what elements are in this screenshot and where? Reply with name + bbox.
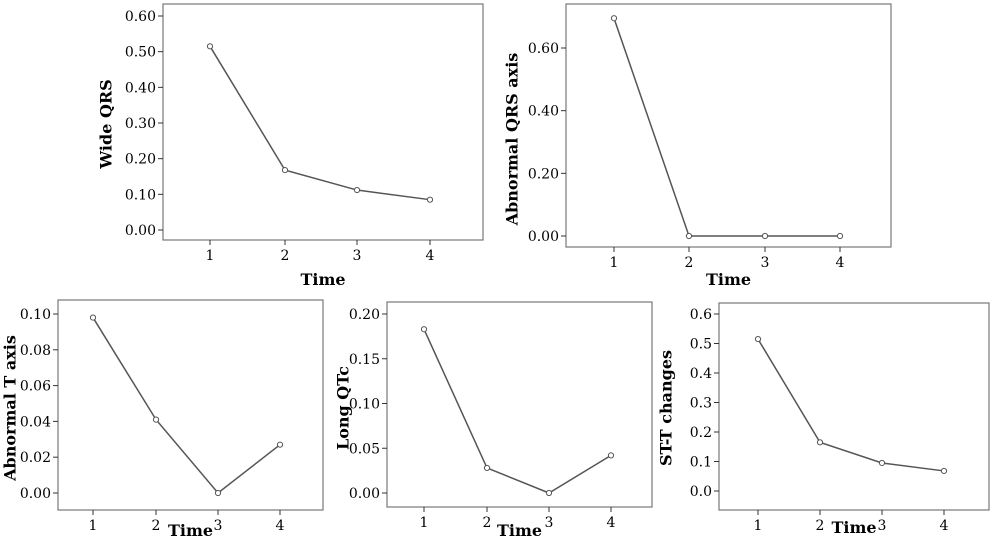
y-tick-label: 0.4 — [690, 366, 712, 382]
chart-panel-5: 0.0 0.1 0.2 0.3 0.4 0.5 0.6 1 2 3 4 Time ST-T change… — [657, 302, 990, 537]
x-tick-label: 2 — [816, 518, 825, 534]
x-tick-label: 1 — [610, 255, 619, 271]
data-point — [685, 232, 693, 240]
plot-frame — [386, 301, 653, 508]
data-point — [545, 489, 553, 497]
x-tick-label: 1 — [89, 518, 98, 534]
y-tick-label: 0.02 — [20, 450, 51, 466]
data-point — [610, 15, 618, 22]
data-point — [754, 335, 762, 343]
data-point — [940, 467, 948, 475]
x-tick-label: 1 — [206, 248, 215, 264]
data-point — [276, 441, 284, 448]
y-tick-label: 0.60 — [125, 9, 156, 25]
y-tick-label: 0.00 — [125, 223, 156, 239]
y-tick-label: 0.10 — [125, 187, 156, 203]
x-axis-title: Time — [831, 518, 876, 537]
x-tick-label: 2 — [685, 255, 694, 271]
y-tick-label: 0.10 — [20, 307, 51, 323]
y-tick-label: 0.20 — [349, 307, 380, 323]
x-tick-label: 3 — [761, 255, 770, 271]
x-axis-title: Time — [168, 521, 213, 540]
y-tick-label: 0.04 — [20, 414, 51, 430]
plot-frame — [718, 302, 990, 511]
series-line — [757, 338, 945, 472]
plot-frame — [565, 3, 892, 248]
y-axis-title: ST-T changes — [657, 350, 676, 466]
data-point — [878, 459, 886, 467]
data-point — [353, 186, 361, 194]
y-axis-title: Abnormal QRS axis — [503, 53, 522, 227]
x-tick-label: 2 — [483, 515, 492, 531]
y-tick-label: 0.60 — [528, 41, 559, 57]
y-tick-label: 0.6 — [690, 307, 712, 323]
y-tick-label: 0.30 — [125, 116, 156, 132]
x-tick-label: 2 — [281, 248, 290, 264]
plot-frame — [57, 299, 324, 511]
x-tick-label: 1 — [754, 518, 763, 534]
series-line — [613, 17, 840, 237]
data-point — [426, 196, 434, 203]
x-tick-label: 4 — [940, 518, 949, 534]
chart-panel-1: 0.00 0.10 0.20 0.30 0.40 0.50 0.60 1 2 3 4 Time Wide… — [97, 3, 484, 289]
y-axis-title: Wide QRS — [97, 79, 116, 170]
data-point — [214, 489, 222, 497]
chart-panel-4: 0.00 0.05 0.10 0.15 0.20 1 2 3 4 Time Long QTc — [334, 301, 653, 540]
y-tick-label: 0.00 — [20, 486, 51, 502]
data-point — [761, 232, 769, 240]
data-point — [281, 166, 289, 174]
y-tick-label: 0.1 — [690, 455, 712, 471]
x-tick-label: 4 — [276, 518, 285, 534]
y-tick-label: 0.20 — [125, 152, 156, 168]
data-point — [836, 232, 844, 240]
data-point — [607, 452, 615, 459]
y-tick-label: 0.05 — [349, 441, 380, 457]
y-tick-label: 0.20 — [528, 166, 559, 182]
chart-panel-2: 0.00 0.20 0.40 0.60 1 2 3 4 Time Abnormal QRS axi… — [503, 3, 892, 289]
x-axis-title: Time — [300, 270, 345, 289]
data-point — [206, 43, 214, 50]
data-point — [420, 326, 428, 333]
x-tick-label: 2 — [152, 518, 161, 534]
y-axis-title: Abnormal T axis — [1, 335, 20, 482]
x-tick-label: 3 — [214, 518, 223, 534]
y-tick-label: 0.2 — [690, 425, 712, 441]
plot-frame — [162, 3, 484, 241]
x-tick-label: 4 — [426, 248, 435, 264]
x-tick-label: 3 — [353, 248, 362, 264]
y-axis-title: Long QTc — [334, 366, 353, 450]
x-tick-label: 4 — [836, 255, 845, 271]
y-tick-label: 0.50 — [125, 45, 156, 61]
data-point — [816, 439, 824, 446]
series-line — [92, 317, 281, 495]
x-tick-label: 1 — [420, 515, 429, 531]
x-axis-title: Time — [497, 521, 542, 540]
y-tick-label: 0.08 — [20, 343, 51, 359]
y-tick-label: 0.00 — [349, 486, 380, 502]
y-tick-label: 0.06 — [20, 379, 51, 395]
x-tick-label: 4 — [607, 515, 616, 531]
y-tick-label: 0.00 — [528, 229, 559, 245]
series-line — [209, 45, 431, 201]
y-tick-label: 0.3 — [690, 396, 712, 412]
x-tick-label: 3 — [878, 518, 887, 534]
x-axis-title: Time — [706, 270, 751, 289]
chart-panel-3: 0.00 0.02 0.04 0.06 0.08 0.10 1 2 3 4 Time Abnormal… — [1, 299, 324, 540]
y-tick-label: 0.15 — [349, 352, 380, 368]
y-tick-label: 0.40 — [125, 80, 156, 96]
y-tick-label: 0.5 — [690, 337, 712, 353]
data-point — [89, 314, 97, 321]
data-point — [152, 416, 160, 423]
y-tick-label: 0.10 — [349, 397, 380, 413]
y-tick-label: 0.40 — [528, 104, 559, 120]
series-line — [423, 328, 612, 494]
y-tick-label: 0.0 — [690, 484, 712, 500]
data-point — [483, 464, 491, 472]
x-tick-label: 3 — [545, 515, 554, 531]
